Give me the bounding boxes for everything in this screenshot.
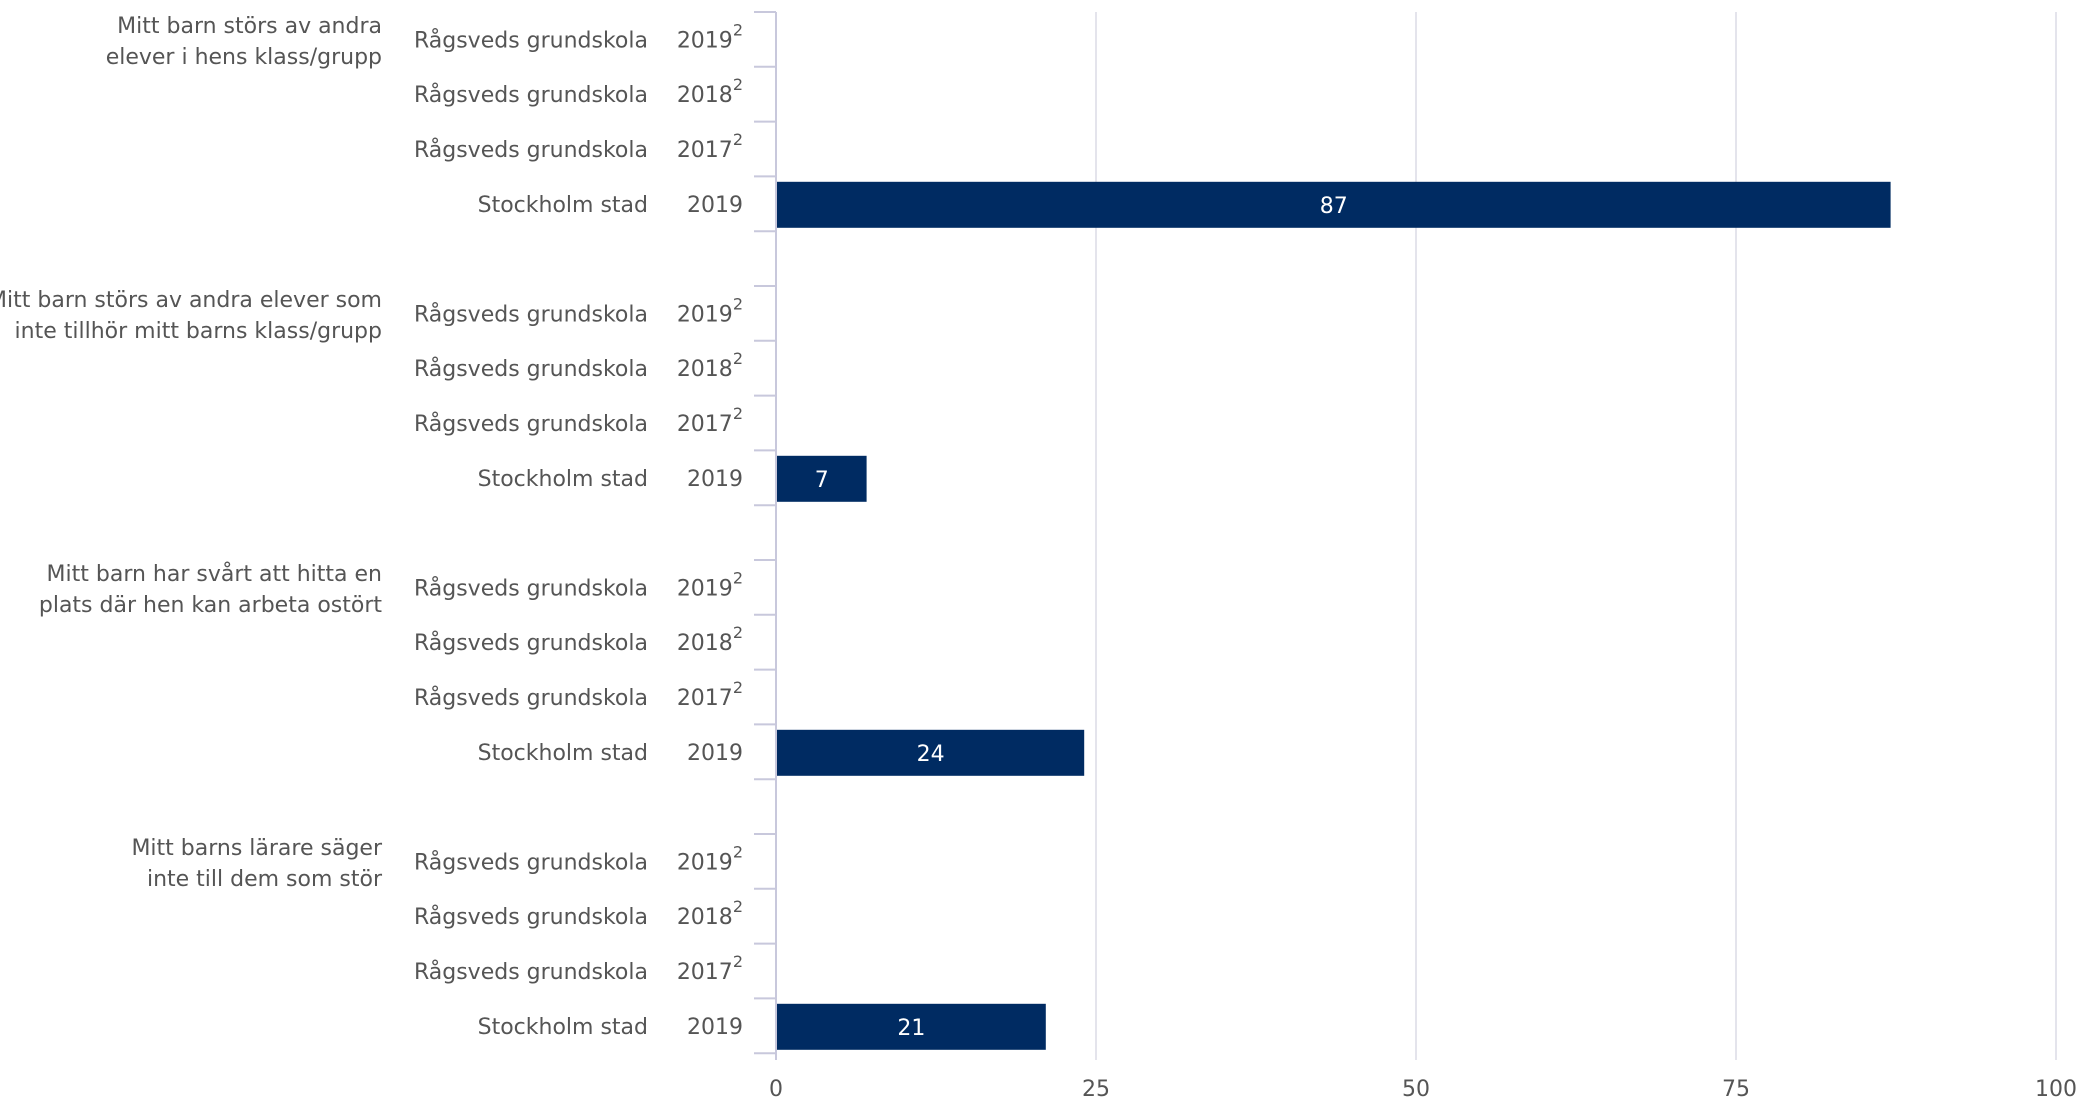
- x-tick-label: 25: [1082, 1077, 1110, 1099]
- year-label: 20182: [677, 75, 743, 108]
- row-label: Rågsveds grundskola: [414, 356, 648, 382]
- group-label-line: Mitt barns lärare säger: [131, 836, 382, 861]
- data-label: 21: [897, 1016, 925, 1041]
- year-text: 2019: [677, 28, 733, 53]
- year-label: 2019: [687, 467, 743, 492]
- footnote-marker: 2: [733, 404, 743, 423]
- footnote-marker: 2: [733, 20, 743, 39]
- year-label: 20182: [677, 897, 743, 930]
- row-label: Rågsveds grundskola: [414, 82, 648, 108]
- row-label: Stockholm stad: [478, 193, 648, 218]
- category-labels: Mitt barn störs av andra elever i hens kl…: [0, 14, 743, 1040]
- group-label-line: inte tillhör mitt barns klass/grupp: [15, 319, 382, 344]
- footnote-marker: 2: [733, 842, 743, 861]
- group-label-line: Mitt barn störs av andra elever som: [0, 288, 382, 313]
- year-text: 2019: [687, 1015, 743, 1040]
- row-label: Rågsveds grundskola: [414, 411, 648, 437]
- year-text: 2017: [677, 960, 733, 985]
- x-tick-label: 75: [1722, 1077, 1750, 1099]
- year-text: 2017: [677, 686, 733, 711]
- footnote-marker: 2: [733, 568, 743, 587]
- footnote-marker: 2: [733, 678, 743, 697]
- footnote-marker: 2: [733, 623, 743, 642]
- group-label: Mitt barn har svårt att hitta en plats dä…: [39, 561, 382, 618]
- footnote-marker: 2: [733, 952, 743, 971]
- row-label: Rågsveds grundskola: [414, 27, 648, 53]
- category-axis: [754, 11, 777, 1060]
- row-label: Rågsveds grundskola: [414, 904, 648, 930]
- group-label-line: plats där hen kan arbeta ostört: [39, 593, 382, 618]
- row-label: Rågsveds grundskola: [414, 685, 648, 711]
- year-label: 2019: [687, 193, 743, 218]
- row-label: Rågsveds grundskola: [414, 137, 648, 163]
- x-tick-label: 50: [1402, 1077, 1430, 1099]
- grid-lines: [1095, 12, 2057, 1060]
- row-label: Stockholm stad: [478, 1015, 648, 1040]
- year-label: 20192: [677, 20, 743, 53]
- footnote-marker: 2: [733, 349, 743, 368]
- year-text: 2017: [677, 138, 733, 163]
- year-label: 2019: [687, 741, 743, 766]
- year-label: 20172: [677, 678, 743, 711]
- group-label-line: Mitt barn har svårt att hitta en: [47, 561, 382, 587]
- year-label: 20172: [677, 952, 743, 985]
- x-tick-label: 100: [2035, 1077, 2077, 1099]
- data-label: 24: [917, 742, 945, 767]
- row-label: Rågsveds grundskola: [414, 575, 648, 601]
- year-text: 2018: [677, 83, 733, 108]
- bar: [777, 181, 1891, 228]
- year-text: 2019: [687, 741, 743, 766]
- year-text: 2019: [687, 467, 743, 492]
- year-label: 20172: [677, 404, 743, 437]
- group-label-line: elever i hens klass/grupp: [106, 45, 382, 70]
- row-label: Rågsveds grundskola: [414, 849, 648, 875]
- row-label: Stockholm stad: [478, 467, 648, 492]
- group-label: Mitt barn störs av andra elever i hens kl…: [106, 14, 382, 70]
- x-tick-label: 0: [769, 1077, 783, 1099]
- year-label: 2019: [687, 1015, 743, 1040]
- footnote-marker: 2: [733, 294, 743, 313]
- year-text: 2018: [677, 631, 733, 656]
- year-label: 20192: [677, 568, 743, 601]
- year-text: 2018: [677, 905, 733, 930]
- year-text: 2018: [677, 357, 733, 382]
- group-label-line: inte till dem som stör: [147, 867, 383, 892]
- footnote-marker: 2: [733, 75, 743, 94]
- data-label: 7: [815, 468, 829, 493]
- bar: [777, 1003, 1046, 1050]
- year-label: 20192: [677, 842, 743, 875]
- year-text: 2019: [677, 576, 733, 601]
- bars: 87 7 24 21: [777, 181, 1891, 1050]
- row-label: Rågsveds grundskola: [414, 630, 648, 656]
- row-label: Stockholm stad: [478, 741, 648, 766]
- year-text: 2019: [677, 302, 733, 327]
- row-label: Rågsveds grundskola: [414, 959, 648, 985]
- group-label-line: Mitt barn störs av andra: [117, 14, 382, 39]
- footnote-marker: 2: [733, 897, 743, 916]
- year-text: 2017: [677, 412, 733, 437]
- footnote-marker: 2: [733, 130, 743, 149]
- year-text: 2019: [677, 850, 733, 875]
- bar: [777, 455, 867, 502]
- bar: [777, 729, 1085, 776]
- year-label: 20182: [677, 349, 743, 382]
- year-label: 20182: [677, 623, 743, 656]
- year-text: 2019: [687, 193, 743, 218]
- group-label: Mitt barns lärare säger inte till dem som…: [131, 836, 382, 892]
- year-label: 20192: [677, 294, 743, 327]
- value-axis-ticks: 0 25 50 75 100: [769, 1077, 2077, 1099]
- group-label: Mitt barn störs av andra elever som inte …: [0, 288, 382, 344]
- data-label: 87: [1320, 194, 1348, 219]
- row-label: Rågsveds grundskola: [414, 301, 648, 327]
- year-label: 20172: [677, 130, 743, 163]
